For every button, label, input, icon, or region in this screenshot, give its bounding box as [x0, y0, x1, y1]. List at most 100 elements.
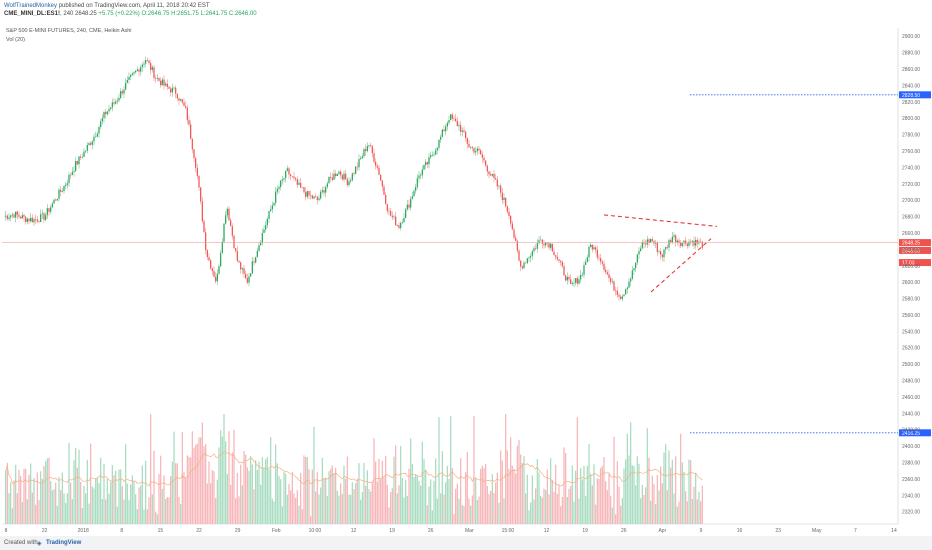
candle-body: [368, 145, 370, 147]
volume-bar: [295, 497, 297, 524]
candle-body: [440, 136, 442, 140]
volume-bar: [390, 492, 392, 524]
volume-bar: [301, 509, 303, 524]
candle-body: [255, 257, 257, 263]
candle-body: [463, 130, 465, 132]
trendline[interactable]: [650, 238, 712, 293]
candle-body: [63, 186, 65, 192]
candle-body: [590, 244, 592, 247]
candle-body: [633, 268, 635, 271]
candle-body: [98, 127, 100, 134]
candle-body: [186, 107, 188, 121]
candle-body: [641, 242, 643, 249]
volume-bar: [600, 467, 602, 524]
volume-bar: [525, 493, 527, 524]
candle-body: [223, 223, 225, 242]
candle-body: [448, 120, 450, 123]
candle-body: [510, 215, 512, 224]
volume-bar: [313, 426, 315, 524]
volume-bar: [288, 483, 290, 524]
candle-body: [491, 173, 493, 176]
candle-body: [501, 192, 503, 200]
candle-body: [623, 294, 625, 297]
candle-body: [55, 199, 57, 201]
price-tick-label: 2540.00: [902, 329, 920, 335]
footer: Created with ◈ TradingView: [0, 536, 932, 550]
candle-body: [141, 64, 143, 68]
volume-bar: [293, 493, 295, 524]
symbol-name[interactable]: CME_MINI_DL:ES1!: [4, 11, 61, 17]
candle-body: [506, 206, 508, 212]
candle-body: [246, 278, 248, 283]
volume-bar: [18, 469, 20, 524]
candle-body: [181, 99, 183, 103]
volume-bar: [145, 460, 147, 524]
price-tick-label: 2640.00: [902, 247, 920, 253]
price-tick-label: 2380.00: [902, 461, 920, 467]
candle-body: [516, 240, 518, 251]
candle-body: [693, 240, 695, 246]
candle-body: [61, 191, 63, 192]
candle-body: [85, 150, 87, 152]
candle-body: [690, 241, 692, 243]
volume-bar: [458, 498, 460, 524]
volume-bar: [75, 448, 77, 524]
candle-body: [175, 87, 177, 94]
brand-name[interactable]: TradingView: [46, 540, 82, 546]
candle-body: [265, 225, 267, 230]
candle-body: [270, 209, 272, 212]
candle-body: [220, 253, 222, 267]
volume-bar: [210, 483, 212, 524]
volume-bar: [106, 479, 108, 524]
candle-body: [150, 63, 152, 70]
candle-body: [593, 247, 595, 250]
volume-bar: [205, 443, 207, 524]
candle-body: [350, 180, 352, 182]
candle-body: [201, 201, 203, 222]
author-link[interactable]: WolfTrainedMonkey: [4, 3, 58, 9]
volume-bar: [345, 478, 347, 524]
volume-bar: [575, 470, 577, 524]
volume-bar: [633, 466, 635, 524]
volume-bar: [386, 484, 388, 524]
candle-body: [280, 180, 282, 188]
volume-bar: [253, 489, 255, 524]
volume-bar: [595, 504, 597, 524]
candle-body: [606, 272, 608, 275]
candle-body: [465, 131, 467, 139]
time-tick-label: 7: [854, 528, 857, 534]
volume-bar: [623, 468, 625, 524]
candle-body: [116, 100, 118, 102]
volume-bar: [590, 473, 592, 524]
volume-bar: [348, 494, 350, 524]
candle-body: [558, 259, 560, 261]
candle-body: [406, 204, 408, 210]
price-axis[interactable]: 2900.00 2880.00 2860.00 2840.00 2820.00 2800.…: [902, 34, 920, 516]
candle-body: [66, 183, 68, 185]
candle-body: [500, 185, 502, 193]
candle-body: [258, 245, 260, 252]
candle-body: [393, 216, 395, 218]
candle-body: [173, 87, 175, 89]
time-axis[interactable]: 8 22 2018 8 15 22 29 Feb 10:00 12 19 26 Mar 15:00 12 19…: [5, 528, 897, 534]
ohlc-values: O:2646.75 H:2651.75 L:2641.75 C:2646.00: [141, 11, 257, 17]
volume-bar: [546, 469, 548, 524]
volume-bar: [306, 457, 308, 524]
candle-body: [520, 260, 522, 267]
volume-bar: [200, 437, 202, 524]
volume-bar: [128, 499, 130, 524]
volume-bar: [506, 450, 508, 524]
candle-body: [321, 190, 323, 192]
volume-bar: [273, 501, 275, 524]
volume-bar: [671, 459, 673, 524]
volume-bar: [131, 475, 133, 524]
candle-body: [333, 173, 335, 180]
volume-bar: [166, 496, 168, 524]
volume-bar: [481, 465, 483, 524]
candle-body: [180, 99, 182, 101]
trendline[interactable]: [603, 214, 718, 227]
volume-bar: [445, 482, 447, 524]
volume-bar: [53, 489, 55, 524]
candle-body: [165, 83, 167, 86]
